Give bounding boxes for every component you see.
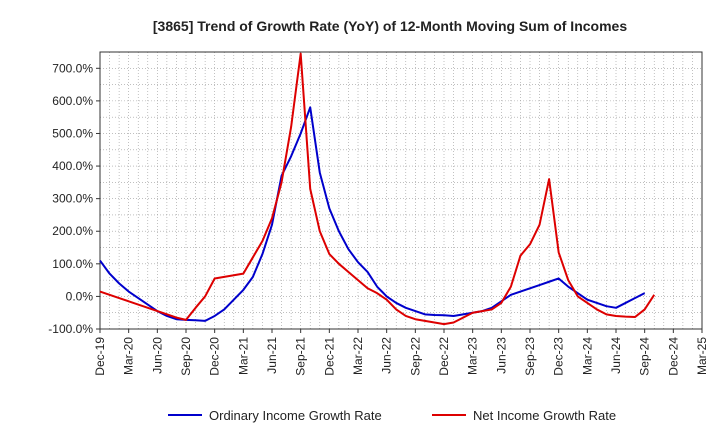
y-tick-label: 300.0% (52, 192, 93, 206)
x-tick-label: Sep-22 (408, 337, 422, 376)
x-tick-label: Dec-20 (208, 337, 222, 376)
y-tick-label: 200.0% (52, 224, 93, 238)
series-line-1 (99, 106, 646, 322)
x-tick-label: Mar-22 (351, 337, 365, 375)
x-tick-label: Dec-22 (437, 337, 451, 376)
x-tick-label: Jun-24 (609, 337, 623, 374)
legend: Ordinary Income Growth Rate Net Income Gr… (168, 408, 616, 423)
x-tick-label: Mar-20 (122, 337, 136, 375)
plot-frame (99, 51, 703, 330)
x-tick-label: Sep-20 (179, 337, 193, 376)
y-tick-label: 600.0% (52, 94, 93, 108)
y-tick-label: -100.0% (48, 322, 93, 336)
y-tick-label: 700.0% (52, 61, 93, 75)
y-axis: -100.0% 0.0% 100.0% 200.0% 300.0% 400.0% 500.0… (48, 61, 100, 336)
legend-label-1: Ordinary Income Growth Rate (209, 408, 382, 423)
x-tick-label: Mar-23 (466, 337, 480, 375)
x-tick-label: Mar-25 (695, 337, 709, 375)
y-tick-label: 400.0% (52, 159, 93, 173)
x-tick-label: Jun-22 (380, 337, 394, 374)
x-tick-label: Jun-21 (265, 337, 279, 374)
series-layer (99, 52, 656, 326)
y-tick-label: 0.0% (66, 289, 94, 303)
y-tick-label: 500.0% (52, 126, 93, 140)
x-tick-label: Mar-21 (236, 337, 250, 375)
x-tick-label: Dec-24 (666, 337, 680, 376)
grid-layer (100, 52, 702, 329)
chart-title: [3865] Trend of Growth Rate (YoY) of 12-… (153, 18, 627, 34)
x-tick-label: Mar-24 (580, 337, 594, 375)
x-tick-label: Jun-23 (494, 337, 508, 374)
x-tick-label: Dec-23 (552, 337, 566, 376)
x-tick-label: Jun-20 (150, 337, 164, 374)
x-axis: Dec-19 Mar-20 Jun-20 Sep-20 Dec-20 Mar-21 Jun-… (93, 329, 709, 376)
x-tick-label: Sep-21 (294, 337, 308, 376)
y-tick-label: 100.0% (52, 257, 93, 271)
x-tick-label: Sep-23 (523, 337, 537, 376)
x-tick-label: Sep-24 (638, 337, 652, 376)
series-line-2 (99, 52, 656, 326)
legend-label-2: Net Income Growth Rate (473, 408, 616, 423)
x-tick-label: Dec-21 (322, 337, 336, 376)
x-tick-label: Dec-19 (93, 337, 107, 376)
